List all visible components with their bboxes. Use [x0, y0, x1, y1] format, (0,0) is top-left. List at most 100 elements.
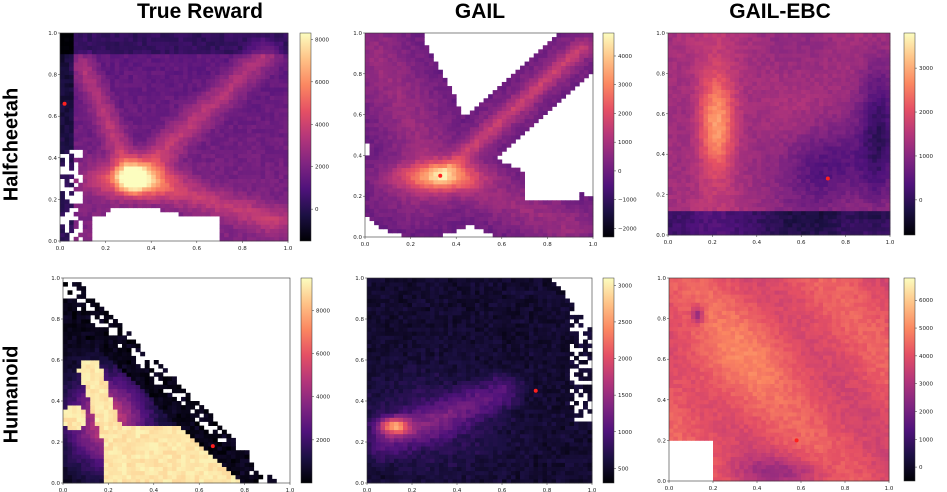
heatmap-cell — [110, 157, 116, 163]
heatmap-cell — [392, 130, 398, 136]
heatmap-cell — [401, 167, 407, 173]
heatmap-cell — [419, 147, 425, 152]
heatmap-cell — [743, 222, 749, 228]
heatmap-cell — [151, 103, 157, 109]
heatmap-cell — [730, 174, 735, 179]
heatmap-cell — [707, 214, 713, 220]
heatmap-cell — [690, 101, 696, 107]
heatmap-cell — [196, 120, 202, 125]
heatmap-cell — [251, 128, 257, 134]
heatmap-cell — [237, 82, 243, 88]
heatmap-cell — [224, 191, 230, 196]
heatmap-cell — [451, 171, 457, 177]
heatmap-cell — [424, 110, 430, 115]
heatmap-cell — [269, 62, 275, 67]
heatmap-cell — [164, 66, 170, 71]
heatmap-cell — [734, 158, 740, 163]
heatmap-cell — [87, 112, 93, 117]
heatmap-cell — [721, 222, 727, 228]
heatmap-cell — [101, 62, 106, 67]
heatmap-cell — [201, 78, 207, 84]
heatmap-cell — [419, 192, 425, 197]
heatmap-cell — [474, 216, 480, 222]
heatmap-cell — [699, 81, 704, 86]
heatmap-cell — [256, 120, 262, 125]
heatmap-cell — [730, 194, 735, 200]
heatmap-cell — [228, 91, 234, 96]
heatmap-cell — [501, 126, 507, 132]
heatmap-cell — [196, 178, 202, 184]
heatmap-cell — [174, 99, 179, 105]
heatmap-cell — [424, 73, 430, 79]
heatmap-cell — [419, 41, 425, 46]
heatmap-cell — [419, 102, 425, 107]
heatmap-cell — [82, 207, 88, 213]
heatmap-cell — [224, 137, 230, 142]
heatmap-cell — [743, 158, 749, 163]
heatmap-cell — [196, 37, 202, 42]
heatmap-cell — [142, 166, 148, 171]
heatmap-cell — [169, 103, 175, 109]
heatmap-cell — [155, 161, 161, 167]
heatmap-cell — [219, 45, 225, 51]
heatmap-cell — [739, 218, 744, 224]
heatmap-cell — [387, 188, 393, 193]
heatmap-cell — [529, 216, 535, 222]
heatmap-cell — [265, 62, 271, 67]
heatmap-cell — [515, 216, 521, 222]
heatmap-cell — [690, 89, 696, 94]
heatmap-cell — [78, 103, 84, 109]
heatmap-cell — [246, 153, 252, 159]
heatmap-cell — [246, 70, 252, 75]
heatmap-cell — [155, 107, 161, 113]
heatmap-cell — [479, 159, 484, 164]
heatmap-cell — [283, 216, 289, 221]
heatmap-cell — [542, 90, 548, 95]
heatmap-cell — [237, 70, 243, 75]
heatmap-cell — [82, 49, 88, 55]
heatmap-cell — [142, 57, 148, 63]
heatmap-cell — [183, 141, 189, 146]
heatmap-cell — [433, 183, 439, 189]
heatmap-cell — [196, 41, 202, 46]
heatmap-cell — [151, 195, 157, 200]
heatmap-cell — [205, 57, 211, 63]
heatmap-cell — [716, 210, 722, 216]
heatmap-cell — [392, 98, 398, 103]
heatmap-cell — [269, 53, 275, 59]
heatmap-cell — [707, 138, 713, 143]
heatmap-cell — [447, 110, 453, 115]
heatmap-cell — [169, 37, 175, 42]
heatmap-cell — [365, 45, 370, 50]
heatmap-cell — [685, 174, 691, 179]
heatmap-cell — [146, 41, 152, 46]
heatmap-cell — [91, 195, 97, 200]
heatmap-cell — [685, 41, 691, 46]
heatmap-cell — [542, 224, 548, 230]
heatmap-cell — [256, 66, 262, 71]
heatmap-cell — [396, 102, 402, 107]
heatmap-cell — [387, 94, 393, 99]
heatmap-cell — [132, 195, 138, 200]
heatmap-cell — [501, 179, 507, 185]
heatmap-cell — [164, 199, 170, 204]
heatmap-cell — [479, 114, 484, 120]
heatmap-cell — [251, 207, 257, 213]
heatmap-cell — [233, 87, 239, 92]
heatmap-cell — [424, 220, 430, 226]
heatmap-cell — [428, 114, 434, 120]
heatmap-cell — [151, 49, 157, 55]
heatmap-cell — [183, 145, 189, 150]
heatmap-cell — [196, 186, 202, 192]
heatmap-cell — [64, 87, 70, 92]
heatmap-cell — [676, 174, 682, 179]
heatmap-cell — [73, 116, 79, 121]
heatmap-cell — [378, 196, 384, 201]
heatmap-cell — [396, 41, 402, 46]
heatmap-cell — [483, 204, 489, 209]
heatmap-cell — [396, 81, 402, 87]
heatmap-cell — [78, 145, 84, 150]
heatmap-cell — [123, 166, 129, 171]
heatmap-cell — [246, 124, 252, 130]
heatmap-cell — [269, 141, 275, 146]
